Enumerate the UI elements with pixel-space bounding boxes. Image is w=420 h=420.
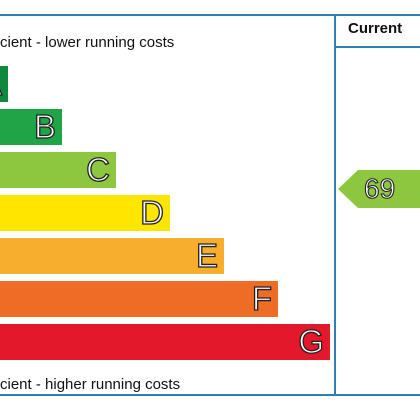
current-rating-value: 69 xyxy=(363,172,396,204)
top-caption: cient - lower running costs xyxy=(0,34,175,51)
rating-arrow-shape xyxy=(338,170,420,208)
rating-bar-label-b: B xyxy=(33,108,56,145)
rating-bar-f: F xyxy=(0,280,278,317)
current-column-header: Current xyxy=(348,20,403,37)
bottom-caption: cient - higher running costs xyxy=(0,376,181,393)
rating-bar-d: D xyxy=(0,194,170,231)
rating-bar-b: B xyxy=(0,108,62,145)
current-rating-arrow: 69 xyxy=(338,170,420,208)
rating-bar-c: C xyxy=(0,151,116,188)
rating-bar-label-f: F xyxy=(251,280,272,317)
rating-bar-label-e: E xyxy=(195,237,218,274)
rating-bar-label-d: D xyxy=(140,194,165,231)
bottom-border xyxy=(0,394,420,396)
top-border xyxy=(0,14,420,16)
header-underline xyxy=(334,46,420,48)
column-divider xyxy=(334,14,336,394)
rating-bar-g: G xyxy=(0,323,330,360)
rating-bar-label-g: G xyxy=(298,323,325,360)
rating-bar-e: E xyxy=(0,237,224,274)
rating-bar-label-c: C xyxy=(86,151,111,188)
rating-bar-a: A xyxy=(0,65,8,102)
rating-bar-label-a: A xyxy=(0,65,3,102)
